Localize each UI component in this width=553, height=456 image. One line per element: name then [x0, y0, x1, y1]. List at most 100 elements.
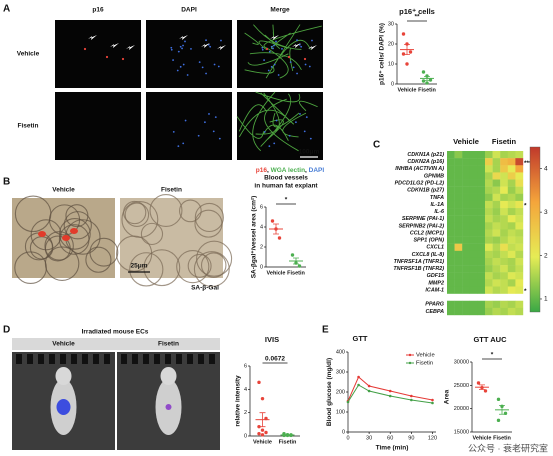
arrow [201, 43, 210, 48]
heatmap-cell [462, 165, 470, 173]
holder-tooth [154, 354, 160, 364]
nucleus [263, 130, 266, 133]
heatmap-cell [454, 265, 463, 273]
heatmap-cell [485, 265, 493, 273]
p16-cell [303, 57, 307, 61]
error-bar [259, 412, 266, 428]
adipocyte [194, 202, 224, 233]
x-tick-label: Vehicle [473, 435, 492, 441]
heatmap-cell [500, 229, 508, 237]
heatmap-cell [500, 222, 508, 230]
series-line [347, 376, 433, 402]
data-point [260, 433, 265, 437]
nucleus [281, 47, 283, 50]
heatmap-cell [492, 300, 501, 309]
panel-letter: A [3, 4, 10, 15]
heatmap-cell [462, 200, 470, 209]
chart-title: GTT AUC [473, 335, 507, 344]
adipocyte [193, 251, 230, 288]
gene-label: CXCL1 [426, 245, 444, 251]
nucleus [186, 74, 189, 76]
nucleus [205, 72, 207, 75]
heatmap-cell [454, 229, 463, 237]
holder-tooth [104, 354, 110, 364]
x-axis-label: Time (min) [376, 445, 409, 452]
nucleus [177, 145, 180, 148]
heatmap-cell [447, 250, 455, 259]
column-header-band [12, 338, 220, 350]
panel-letter: D [3, 325, 10, 336]
gene-label: PDCD1LG2 (PD-L2) [395, 181, 445, 187]
nucleus [212, 130, 215, 133]
heatmap-cell [469, 243, 478, 252]
colorbar-tick-label: 2 [544, 252, 548, 259]
heatmap-cell [454, 215, 463, 223]
nucleus [198, 61, 201, 64]
stain-name: p16 [256, 167, 268, 174]
colorbar-tick-label: 4 [544, 165, 548, 172]
nucleus [182, 142, 185, 145]
heatmap-cell [447, 236, 455, 244]
heatmap-cell [477, 279, 486, 287]
heatmap-cell [447, 286, 455, 294]
mouse-head [160, 367, 177, 385]
data-point [410, 394, 413, 398]
heatmap-cell [447, 272, 455, 280]
p16-cell [265, 47, 269, 51]
data-point [431, 401, 434, 405]
heatmap-cell [469, 165, 478, 173]
luminescence [165, 404, 172, 410]
heatmap-cell [515, 208, 524, 216]
nucleus [261, 48, 264, 51]
data-point [260, 428, 265, 432]
y-axis-label: relative intensity [235, 375, 242, 427]
heatmap-cell [462, 208, 470, 216]
heatmap-cell [492, 243, 501, 252]
heatmap-cell [485, 286, 493, 294]
heatmap-cell [492, 222, 501, 230]
heatmap-cell [515, 257, 524, 266]
arrow [110, 43, 119, 48]
data-point [476, 381, 481, 385]
heatmap-cell [477, 229, 486, 237]
heatmap-cell [447, 158, 455, 166]
heatmap-cell [454, 286, 463, 294]
holder-tooth [82, 354, 88, 364]
holder-tooth [165, 354, 171, 364]
nucleus [273, 63, 276, 66]
heatmap-cell [515, 222, 524, 230]
series-line [347, 384, 433, 404]
heatmap-cell [462, 265, 470, 273]
heatmap-cell [492, 215, 501, 223]
row-label: Fisetin [18, 123, 39, 130]
heatmap-cell [500, 165, 508, 173]
adipocyte [59, 217, 91, 250]
p16-cell [121, 57, 125, 61]
heatmap-cell [469, 215, 478, 223]
heatmap-cell [500, 300, 508, 309]
adipocyte [63, 211, 92, 240]
arrow [217, 45, 226, 50]
adipocyte [129, 252, 164, 287]
data-point [410, 398, 413, 402]
heatmap-cell [469, 286, 478, 294]
gene-label: IL-1A [431, 202, 445, 208]
heatmap-cell [454, 186, 463, 194]
adipocyte [124, 202, 150, 227]
arrow [270, 35, 279, 40]
heatmap-cell [500, 265, 508, 273]
heatmap-cell [492, 265, 501, 273]
chart-title: IVIS [265, 335, 279, 344]
mouse-head [55, 367, 72, 385]
heatmap-cell [447, 151, 455, 159]
gene-label: GPNMB [424, 173, 444, 179]
heatmap-cell [515, 151, 524, 159]
nucleus [311, 39, 313, 42]
heatmap-cell [485, 186, 493, 194]
heatmap-cell [492, 179, 501, 187]
nucleus [204, 121, 206, 124]
heatmap-cell [469, 236, 478, 244]
heatmap-cell [500, 286, 508, 294]
data-point [264, 430, 268, 435]
heatmap-cell [485, 200, 493, 209]
